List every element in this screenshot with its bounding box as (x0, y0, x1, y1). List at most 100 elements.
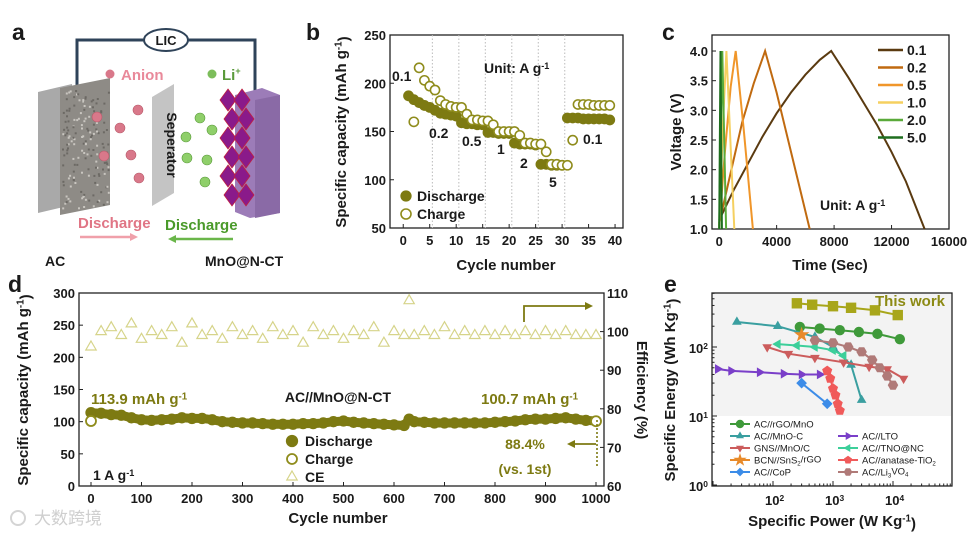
rate-label: 0.2 (429, 125, 449, 141)
point-ce (296, 336, 310, 347)
y2-axis-title: Efficiency (%) (633, 341, 650, 439)
point-discharge (560, 412, 572, 424)
discharge-label-left: Discharge (78, 215, 151, 232)
point-charge (604, 100, 616, 111)
unit-annotation: Unit: A g-1 (484, 60, 549, 76)
point-ce (165, 320, 179, 332)
texture-speck (87, 168, 90, 171)
texture-speck (88, 199, 91, 202)
point-discharge (459, 417, 471, 429)
unit-annotation-part: Unit: A g (484, 60, 541, 76)
this-work-label: This work (875, 293, 946, 310)
watermark-text: 大数跨境 (34, 509, 102, 528)
texture-speck (96, 130, 98, 133)
lithium-ion (201, 154, 213, 166)
texture-speck (107, 169, 110, 172)
texture-speck (62, 207, 65, 210)
x-tick-label: 900 (535, 491, 557, 506)
point-ce (216, 332, 229, 343)
texture-speck (89, 138, 92, 141)
point-ce (94, 324, 108, 336)
x-axis-title: Cycle number (288, 510, 387, 527)
legend-label-bcn-sns2-rgo: BCN//SnS2/rGO (754, 455, 821, 468)
texture-speck (107, 91, 110, 94)
point-discharge (604, 114, 616, 126)
y-tick-label-part: 10 (689, 479, 703, 494)
point-ce (84, 339, 98, 351)
texture-speck (87, 129, 90, 132)
point-ce (246, 324, 259, 336)
texture-speck (62, 133, 65, 136)
point-ce (205, 324, 219, 336)
x-axis-title-part: Specific Power (W Kg (748, 513, 902, 530)
y2-tick-label: 90 (607, 363, 621, 378)
texture-speck (82, 135, 85, 138)
panel-label-b: b (306, 19, 320, 45)
point-gns-mno-c (898, 375, 909, 385)
texture-speck (94, 181, 97, 184)
point-ac-anatase-tio2 (822, 365, 833, 376)
point-discharge (135, 414, 148, 426)
texture-speck (75, 90, 78, 92)
point-discharge (186, 412, 198, 425)
x-tick-label: 400 (282, 491, 304, 506)
point-ac-rgo-mno (794, 321, 806, 333)
x-tick-label-part: 10 (825, 493, 839, 508)
point-gns-mno-c (783, 350, 794, 360)
point-ce (519, 324, 532, 336)
point-ce (529, 328, 542, 340)
x-axis-title-part: ) (911, 515, 916, 532)
texture-speck (62, 180, 65, 183)
x-axis-title: Time (Sec) (792, 257, 868, 274)
point-discharge (156, 414, 168, 426)
texture-speck (72, 170, 75, 173)
point-ce (377, 336, 391, 347)
texture-speck (78, 207, 80, 210)
mno-octahedron (237, 183, 255, 207)
y-axis-title-part: Specific Energy (Wh Kg (662, 312, 679, 481)
circuit-wire-right (188, 38, 257, 98)
point-discharge (378, 418, 390, 430)
x-tick-label: 800 (484, 491, 506, 506)
arrow-head-icon (168, 235, 176, 243)
point-ac-li3vo4 (856, 347, 867, 357)
y-tick-label: 0 (68, 479, 75, 494)
point-discharge (337, 415, 350, 427)
point-discharge (105, 408, 117, 421)
y2-tick-label: 110 (607, 286, 628, 301)
point-charge (561, 159, 573, 171)
legend-marker-gns-mno-c (736, 445, 744, 453)
x-tick-label-part: 10 (765, 493, 779, 508)
texture-speck (96, 183, 99, 186)
texture-speck (83, 108, 86, 111)
y-tick-label: 50 (61, 447, 75, 462)
texture-speck (66, 126, 69, 129)
legend-label-ac-tno-nc: AC//TNO@NC (862, 444, 924, 455)
legend-label-bcn-sns2-rgo-part: /rGO (801, 455, 822, 466)
legend-label-ac-li3vo4-part: VO (891, 467, 905, 478)
legend-label-charge: Charge (305, 451, 353, 467)
texture-speck (107, 166, 110, 169)
point-ce (438, 320, 451, 332)
legend-marker-discharge (400, 190, 412, 202)
point-discharge (580, 414, 592, 427)
x-tick-label: 8000 (820, 234, 849, 249)
x-tick-label: 0 (400, 233, 407, 248)
point-ce (347, 324, 360, 336)
point-ac-li3vo4 (887, 380, 899, 390)
point-ce (327, 324, 340, 336)
x-tick-label: 10 (449, 233, 463, 248)
y2-tick-label: 80 (607, 402, 621, 417)
texture-speck (63, 128, 66, 131)
legend-marker-charge (286, 453, 298, 465)
panel-a-schematic: LIC Anion Seperator Li+ Discharge Discha… (38, 28, 284, 269)
point-ce (488, 328, 502, 340)
texture-speck (98, 199, 101, 202)
point-ac-rgo-mno (872, 328, 883, 340)
point-discharge (95, 407, 107, 419)
point-ce (579, 328, 593, 340)
texture-speck (100, 110, 103, 113)
texture-speck (96, 166, 99, 169)
